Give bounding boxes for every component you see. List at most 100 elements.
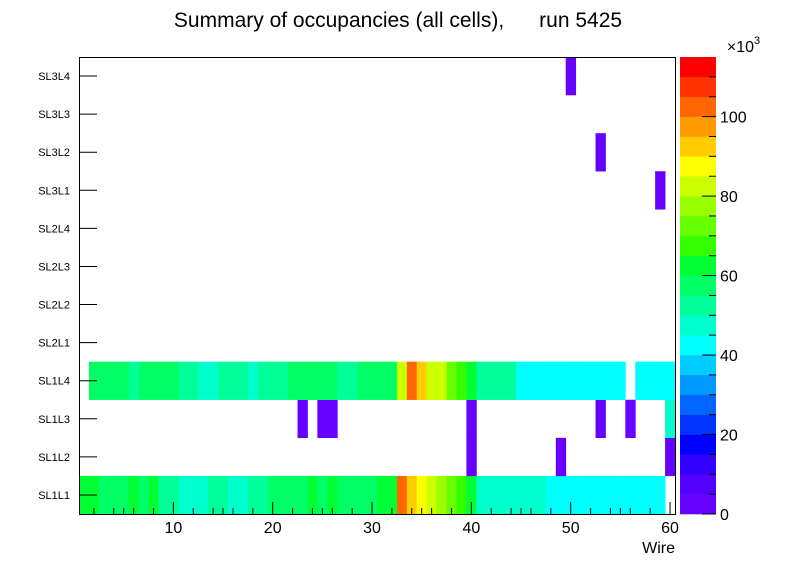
heatmap-cell [545,475,557,515]
heatmap-cell [327,361,338,400]
y-tick-label: SL2L4 [38,223,70,235]
heatmap-cell [565,361,577,400]
color-scale-segment [680,255,716,276]
heatmap-cell [635,361,646,400]
heatmap-cell [476,361,487,400]
heatmap-cell [297,399,308,439]
color-scale-segment [680,136,716,157]
heatmap-cell [565,57,577,96]
chart-title: Summary of occupancies (all cells), run … [174,9,622,32]
color-scale-segment [680,156,716,177]
heatmap-cell [158,361,169,400]
heatmap-cell [665,437,676,477]
heatmap-cell [555,361,567,400]
color-scale-segment [680,315,716,336]
heatmap-cell [367,475,378,515]
plot-frame [79,57,676,515]
heatmap-cell [585,361,596,400]
heatmap-cell [595,133,606,172]
y-tick-label: SL1L3 [38,414,70,426]
heatmap-cell [396,475,408,515]
color-scale-segment [680,57,716,78]
heatmap-cell [357,361,368,400]
heatmap-cell [337,475,348,515]
heatmap-cell [615,475,626,515]
heatmap-cell [526,475,537,515]
heatmap-cell [506,361,517,400]
x-tick-label: 40 [462,520,480,537]
heatmap-cell [357,475,368,515]
heatmap-cell [128,475,139,515]
color-scale-segment [680,355,716,376]
heatmap-cell [406,361,418,400]
heatmap-cell [655,171,666,210]
heatmap-cell [98,475,110,515]
heatmap-cell [446,361,457,400]
heatmap-cell [237,361,249,400]
heatmap-cell [168,475,179,515]
x-axis-label: Wire [642,540,675,557]
heatmap-cell [635,475,646,515]
heatmap-cell [665,361,676,400]
heatmap-cell [148,361,159,400]
heatmap-cell [575,361,586,400]
color-scale-segment [680,335,716,356]
heatmap-cell [516,475,527,515]
color-scale-segment [680,394,716,415]
y-tick-label: SL2L1 [38,338,70,350]
heatmap-cell [595,475,606,515]
heatmap-cell [396,361,408,400]
heatmap-cell [665,399,676,439]
heatmap-cell [267,361,279,400]
z-tick-label: 80 [720,189,738,206]
y-tick-label: SL3L3 [38,109,70,121]
heatmap-cell [307,475,318,515]
heatmap-cell [148,475,159,515]
heatmap-cell [545,361,557,400]
color-scale-segment [680,116,716,137]
heatmap-cell [386,475,398,515]
heatmap-cell [486,475,497,515]
heatmap-cell [277,361,288,400]
z-multiplier-text: ×10 [727,39,754,56]
heatmap-cell [98,361,110,400]
color-scale-segment [680,215,716,237]
heatmap-cell [595,361,606,400]
heatmap-cell [605,361,616,400]
heatmap-cell [317,475,328,515]
heatmap-cell [625,475,636,515]
y-axis: SL1L1 SL1L2 SL1L3 SL1L4 SL2L1 SL2L2 SL2L3 SL2L4… [38,71,97,502]
color-scale-segment [680,454,716,475]
z-tick-label: 20 [720,428,738,445]
heatmap-cell [208,475,219,515]
heatmap-cell [158,475,169,515]
heatmap-cell [138,475,149,515]
heatmap-cell [426,475,437,515]
heatmap-cell [257,475,269,515]
y-tick-label: SL3L2 [38,147,70,159]
heatmap-cell [377,475,388,515]
color-scale: 0 20 40 60 80 100 [680,57,747,524]
heatmap-cell [645,475,656,515]
heatmap-cell [188,361,199,400]
heatmap-cell [327,399,338,439]
y-tick-label: SL2L2 [38,300,70,312]
heatmap-cell [466,361,477,400]
heatmap-cell [168,361,179,400]
heatmap-cell [466,475,477,515]
color-scale-segment [680,76,716,98]
heatmap-cell [377,361,388,400]
heatmap-cell [645,361,656,400]
heatmap-cell [317,399,328,439]
heatmap-cell [496,475,507,515]
x-tick-label: 20 [264,520,282,537]
z-exponent-text: 3 [754,35,760,47]
color-scale-segment [680,374,716,396]
heatmap-cell [625,399,636,439]
heatmap-cell [655,361,666,400]
heatmap-cell [228,475,239,515]
heatmap-cell [426,361,437,400]
heatmap-cell [555,437,567,477]
x-axis: 10 20 30 40 50 60 [93,502,679,537]
